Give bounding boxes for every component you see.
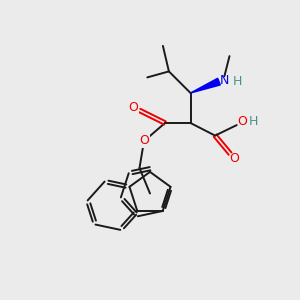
Text: O: O	[129, 101, 138, 114]
Text: H: H	[249, 115, 258, 128]
Polygon shape	[190, 78, 220, 93]
Text: O: O	[237, 115, 247, 128]
Text: H: H	[233, 75, 242, 88]
Text: N: N	[220, 74, 229, 87]
Text: O: O	[139, 134, 149, 148]
Text: O: O	[230, 152, 239, 165]
